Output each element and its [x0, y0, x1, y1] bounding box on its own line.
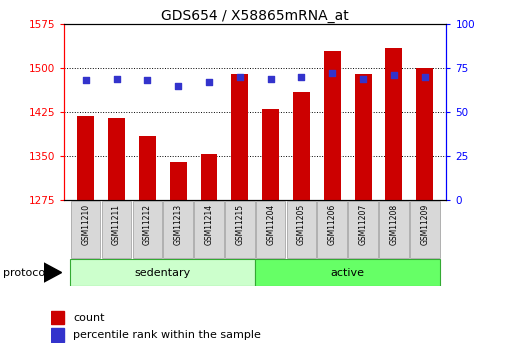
- FancyBboxPatch shape: [256, 201, 285, 258]
- Point: [390, 72, 398, 78]
- FancyBboxPatch shape: [410, 201, 440, 258]
- Text: percentile rank within the sample: percentile rank within the sample: [73, 330, 261, 340]
- Bar: [262, 109, 279, 200]
- Point: [205, 79, 213, 85]
- Text: GSM11213: GSM11213: [174, 204, 183, 245]
- Text: sedentary: sedentary: [134, 268, 191, 277]
- FancyBboxPatch shape: [318, 201, 347, 258]
- Bar: [51, 311, 65, 324]
- FancyBboxPatch shape: [132, 201, 162, 258]
- FancyBboxPatch shape: [379, 201, 409, 258]
- Text: active: active: [331, 268, 365, 277]
- Text: GSM11207: GSM11207: [359, 204, 368, 245]
- Text: GSM11208: GSM11208: [389, 204, 399, 245]
- FancyBboxPatch shape: [70, 259, 255, 286]
- Polygon shape: [44, 263, 62, 282]
- Bar: [324, 50, 341, 200]
- FancyBboxPatch shape: [71, 201, 101, 258]
- Text: GSM11211: GSM11211: [112, 204, 121, 245]
- Bar: [77, 116, 94, 200]
- Bar: [354, 74, 371, 200]
- Point: [112, 76, 121, 81]
- Text: GSM11214: GSM11214: [205, 204, 213, 245]
- Bar: [51, 328, 65, 342]
- Bar: [231, 74, 248, 200]
- Bar: [170, 162, 187, 200]
- Text: GSM11210: GSM11210: [81, 204, 90, 245]
- Bar: [201, 154, 218, 200]
- Point: [82, 78, 90, 83]
- FancyBboxPatch shape: [225, 201, 254, 258]
- Text: count: count: [73, 313, 105, 323]
- FancyBboxPatch shape: [194, 201, 224, 258]
- FancyBboxPatch shape: [102, 201, 131, 258]
- FancyBboxPatch shape: [255, 259, 440, 286]
- Text: GSM11206: GSM11206: [328, 204, 337, 245]
- Bar: [385, 48, 402, 200]
- Text: GSM11215: GSM11215: [235, 204, 244, 245]
- Title: GDS654 / X58865mRNA_at: GDS654 / X58865mRNA_at: [162, 9, 349, 23]
- Bar: [293, 91, 310, 200]
- FancyBboxPatch shape: [348, 201, 378, 258]
- Point: [174, 83, 182, 89]
- FancyBboxPatch shape: [287, 201, 316, 258]
- Text: GSM11209: GSM11209: [420, 204, 429, 245]
- Text: GSM11204: GSM11204: [266, 204, 275, 245]
- Bar: [139, 136, 156, 200]
- Point: [328, 71, 337, 76]
- Point: [267, 76, 275, 81]
- Text: GSM11212: GSM11212: [143, 204, 152, 245]
- Point: [421, 74, 429, 80]
- Text: GSM11205: GSM11205: [297, 204, 306, 245]
- Point: [298, 74, 306, 80]
- Point: [359, 76, 367, 81]
- FancyBboxPatch shape: [163, 201, 193, 258]
- Bar: [416, 68, 433, 200]
- Bar: [108, 118, 125, 200]
- Text: protocol: protocol: [3, 268, 48, 277]
- Point: [235, 74, 244, 80]
- Point: [143, 78, 151, 83]
